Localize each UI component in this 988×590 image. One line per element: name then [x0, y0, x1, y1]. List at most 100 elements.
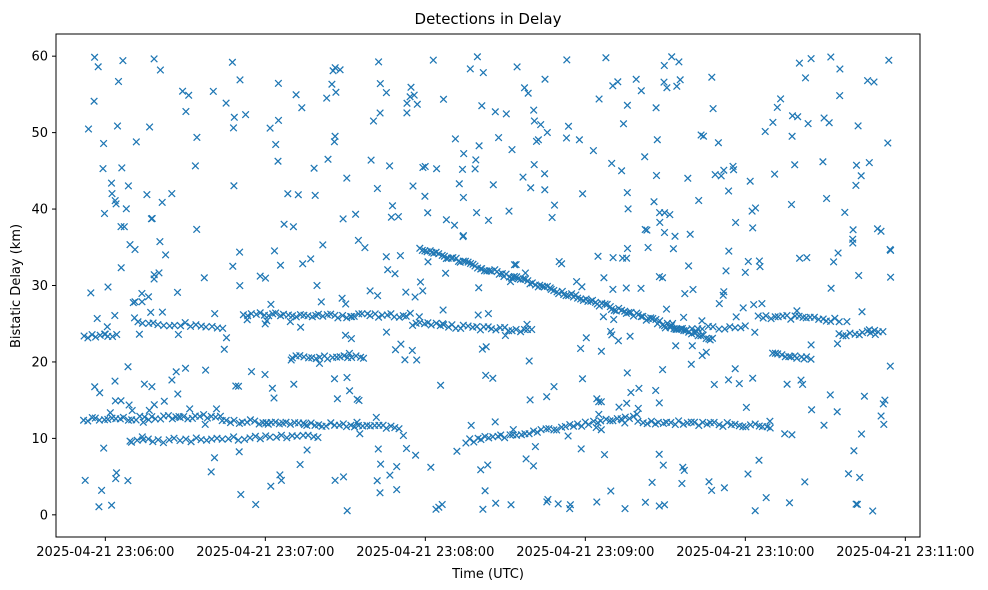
detection-point	[635, 384, 643, 393]
detection-point	[885, 56, 893, 64]
detection-point	[358, 309, 366, 318]
detection-point	[508, 145, 516, 154]
detection-point	[491, 499, 500, 507]
detection-point	[597, 397, 606, 406]
detection-point	[192, 320, 200, 329]
detection-point	[530, 160, 538, 169]
detection-point	[418, 287, 427, 295]
detection-point	[212, 405, 221, 413]
detection-point	[391, 423, 399, 432]
detection-point	[293, 432, 301, 441]
detection-point	[95, 389, 104, 397]
detection-point	[158, 308, 167, 316]
detection-point	[406, 309, 415, 318]
detection-point	[609, 416, 617, 425]
detection-point	[222, 333, 231, 342]
detection-point	[836, 65, 844, 73]
detection-point	[220, 345, 229, 354]
detection-point	[441, 269, 450, 277]
detection-point	[684, 174, 692, 183]
detection-point	[651, 386, 660, 395]
detection-point	[766, 417, 774, 425]
detection-point	[633, 410, 641, 419]
detection-point	[659, 461, 668, 469]
detection-point	[637, 312, 645, 321]
detection-point	[330, 138, 339, 146]
detection-point	[787, 200, 796, 209]
detection-point	[429, 56, 438, 64]
detection-point	[502, 110, 511, 118]
detection-point	[482, 343, 490, 351]
detection-point	[660, 228, 669, 237]
x-tick-label: 2025-04-21 23:10:00	[676, 545, 814, 560]
detection-point	[868, 507, 877, 515]
detection-point	[767, 314, 775, 323]
detection-point	[407, 83, 415, 92]
detection-point	[207, 468, 215, 476]
detection-point	[609, 253, 617, 262]
detection-point	[283, 434, 291, 442]
detection-point	[286, 420, 295, 429]
detection-point	[623, 188, 632, 197]
detection-point	[181, 318, 189, 327]
detection-point	[795, 59, 804, 67]
detection-point	[607, 159, 616, 168]
detection-point	[679, 420, 688, 428]
detection-point	[224, 435, 233, 443]
detection-point	[562, 291, 570, 300]
detection-point	[99, 139, 108, 148]
detection-point	[826, 391, 835, 399]
detection-point	[347, 312, 356, 321]
detection-point	[409, 182, 417, 190]
detection-point	[595, 95, 603, 103]
detection-point	[731, 218, 740, 227]
detection-point	[298, 103, 306, 112]
detection-point	[529, 106, 538, 114]
detection-point	[595, 410, 603, 419]
detection-point	[577, 445, 585, 453]
detection-point	[229, 433, 238, 441]
detection-point	[751, 420, 759, 428]
detection-point	[150, 55, 158, 63]
detection-point	[117, 396, 125, 405]
detection-point	[395, 313, 404, 321]
detection-point	[191, 162, 200, 170]
detection-point	[609, 82, 617, 90]
detection-point	[419, 163, 427, 172]
detection-point	[884, 139, 892, 147]
detection-point	[731, 364, 739, 373]
detection-point	[746, 177, 754, 185]
detection-point	[268, 384, 277, 393]
detection-point	[168, 189, 176, 198]
detection-point	[871, 330, 880, 339]
detection-point	[461, 257, 470, 266]
detection-point	[246, 434, 254, 442]
detection-point	[201, 366, 210, 374]
detection-point	[785, 499, 794, 507]
detection-point	[524, 89, 532, 97]
detection-point	[751, 506, 759, 515]
y-tick-label: 40	[31, 203, 48, 218]
detection-point	[476, 466, 485, 474]
detection-point	[284, 189, 292, 198]
x-tick-label: 2025-04-21 23:06:00	[36, 545, 174, 560]
detection-point	[615, 403, 623, 411]
detection-point	[474, 311, 482, 319]
detection-point	[540, 169, 549, 178]
detection-point	[788, 431, 796, 439]
detection-point	[403, 109, 411, 117]
detection-point	[561, 422, 570, 431]
detection-point	[827, 284, 835, 293]
detection-point	[176, 322, 185, 330]
detection-point	[432, 164, 441, 173]
detection-point	[776, 95, 785, 103]
detection-point	[526, 396, 534, 404]
detection-point	[737, 323, 745, 332]
detection-point	[111, 311, 119, 320]
detection-point	[261, 370, 269, 379]
detection-point	[478, 345, 487, 353]
detection-point	[203, 414, 212, 422]
detection-point	[230, 416, 238, 425]
detection-point	[544, 495, 552, 504]
detection-point	[111, 397, 120, 405]
